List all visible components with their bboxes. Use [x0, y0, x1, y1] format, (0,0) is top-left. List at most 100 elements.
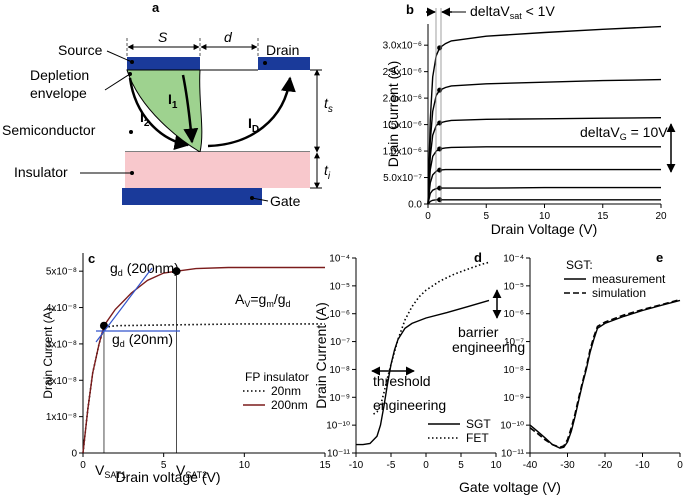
x-tick-label: 0: [80, 460, 86, 471]
legend-label: 20nm: [271, 384, 301, 398]
y-tick-label: 10⁻⁴: [503, 254, 524, 265]
annotation: deltaVsat < 1V: [470, 3, 555, 21]
panel-letter: b: [406, 2, 414, 17]
leader-dot: [250, 196, 254, 200]
text-part: < 1V: [522, 3, 556, 19]
text-part: d: [120, 339, 125, 349]
text-part: A: [235, 291, 245, 307]
y-tick-label: 10⁻⁹: [329, 393, 350, 404]
current-arrow: [207, 76, 296, 148]
y-tick-label: 4x10⁻⁸: [46, 303, 77, 314]
point: [99, 321, 108, 330]
text-part: (200nm): [123, 260, 179, 276]
text-part: g: [110, 260, 118, 276]
label: ti: [324, 162, 331, 182]
label: I1: [168, 91, 178, 111]
x-axis-label: Drain voltage (V): [115, 469, 220, 485]
gate: [122, 188, 262, 205]
text-part: /g: [274, 291, 286, 307]
point: [172, 267, 181, 276]
y-tick-label: 1x10⁻⁸: [46, 412, 77, 423]
text-part: sat: [510, 11, 523, 21]
label: Source: [58, 42, 103, 58]
x-tick-label: 15: [597, 211, 609, 222]
data-line: [82, 266, 325, 454]
data-line: [427, 168, 661, 205]
leader-dot: [130, 171, 134, 175]
y-tick-label: 2x10⁻⁸: [46, 376, 77, 387]
annotation: AV=gm/gd: [235, 291, 291, 309]
y-axis-label: Drain Current (A): [313, 302, 329, 409]
leader: [104, 73, 131, 91]
y-tick-label: 10⁻⁵: [329, 281, 350, 292]
y-tick-label: 5x10⁻⁸: [46, 267, 77, 278]
label: Gate: [270, 193, 301, 209]
x-tick-label: -20: [598, 460, 613, 471]
leader: [106, 50, 133, 63]
y-tick-label: 5.0x10⁻⁷: [383, 173, 422, 184]
y-axis-label: Drain Current (A): [385, 61, 401, 168]
text-part: m: [266, 299, 274, 309]
text-part: (20nm): [125, 331, 173, 347]
label: ID: [248, 115, 259, 135]
label: d: [224, 29, 233, 45]
x-tick-label: 0: [423, 460, 429, 471]
y-tick-label: 1.0x10⁻⁶: [383, 147, 422, 158]
panel-letter: a: [152, 0, 160, 15]
data-line: [427, 25, 662, 205]
x-tick-label: 15: [319, 460, 331, 471]
legend-label: FET: [466, 431, 489, 445]
legend-label: 200nm: [271, 398, 308, 412]
tangent: [95, 267, 153, 343]
y-tick-label: 10⁻¹¹: [501, 449, 525, 460]
x-tick-label: 10: [239, 460, 251, 471]
label: Semiconductor: [2, 122, 96, 138]
y-axis-label: Drain Current (A): [41, 307, 55, 398]
x-tick-label: 20: [655, 211, 667, 222]
text-part: deltaV: [470, 3, 510, 19]
text-part: d: [118, 268, 123, 278]
y-tick-label: 10⁻⁹: [503, 393, 524, 404]
insulator: [125, 152, 310, 188]
y-tick-label: 10⁻¹⁰: [326, 421, 350, 432]
annotation: VSAT2: [176, 462, 207, 480]
label: Depletion: [30, 67, 89, 83]
current-arrow: [181, 74, 199, 144]
y-tick-label: 2.0x10⁻⁶: [383, 94, 422, 105]
annotation: deltaVG = 10V: [580, 124, 668, 142]
text-part: SAT1: [104, 470, 126, 480]
y-tick-label: 10⁻⁵: [503, 281, 524, 292]
x-axis-label: Gate voltage (V): [459, 479, 561, 495]
text-part: SAT2: [185, 470, 207, 480]
legend-label: measurement: [592, 272, 666, 286]
legend-label: simulation: [592, 286, 646, 300]
leader-dot: [263, 61, 267, 65]
x-tick-label: 5: [483, 211, 489, 222]
y-tick-label: 10⁻⁶: [503, 309, 524, 320]
text-part: V: [95, 462, 105, 478]
x-tick-label: 10: [490, 460, 502, 471]
x-tick-label: -40: [523, 460, 538, 471]
text-part: g: [112, 331, 120, 347]
x-tick-label: -10: [349, 460, 364, 471]
y-tick-label: 10⁻⁸: [503, 365, 524, 376]
x-tick-label: 10: [539, 211, 551, 222]
y-tick-label: 1.5x10⁻⁶: [383, 120, 422, 131]
annotation: barrier: [458, 324, 499, 340]
panel-letter: c: [88, 251, 95, 266]
y-tick-label: 3.0x10⁻⁶: [383, 41, 422, 52]
x-tick-label: 5: [458, 460, 464, 471]
data-line: [373, 261, 490, 415]
data-line: [427, 117, 662, 205]
legend-label: SGT: [466, 417, 491, 431]
panel-letter: e: [656, 250, 663, 265]
text-part: V: [244, 299, 250, 309]
current-arrow: [128, 77, 190, 150]
data-line: [427, 78, 662, 205]
legend-title: SGT:: [566, 258, 593, 272]
legend-title: FP insulator: [245, 370, 309, 384]
text-part: G: [620, 132, 627, 142]
drain-contact: [258, 57, 310, 70]
data-line: [529, 298, 681, 449]
